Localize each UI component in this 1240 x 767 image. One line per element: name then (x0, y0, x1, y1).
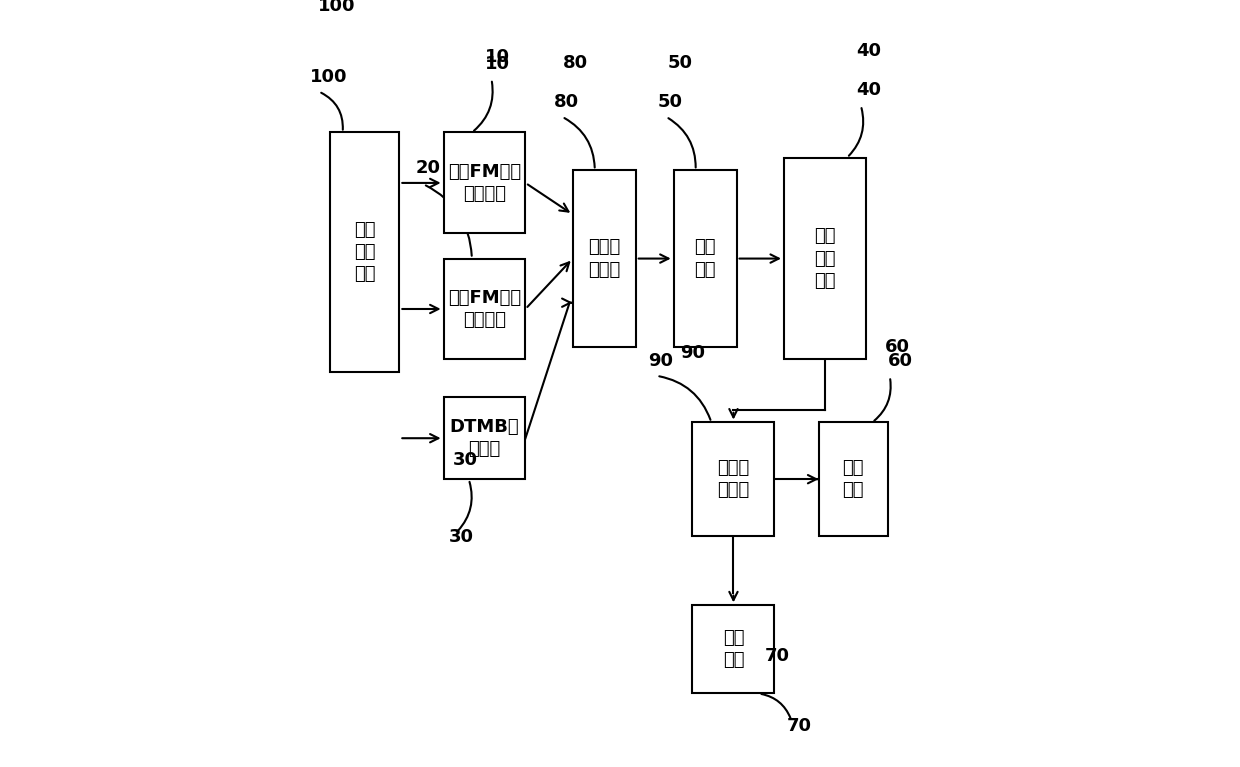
FancyBboxPatch shape (444, 133, 526, 233)
Text: 前端
接收
系统: 前端 接收 系统 (353, 221, 376, 284)
Text: 100: 100 (317, 0, 355, 15)
Text: 70: 70 (787, 717, 812, 736)
FancyBboxPatch shape (444, 397, 526, 479)
Text: 60: 60 (888, 352, 913, 370)
FancyBboxPatch shape (784, 158, 866, 360)
Text: DTMB接
收模块: DTMB接 收模块 (450, 418, 520, 459)
Text: 80: 80 (563, 54, 589, 72)
Text: 显示
模块: 显示 模块 (842, 459, 864, 499)
FancyBboxPatch shape (444, 258, 526, 360)
Text: 90: 90 (649, 352, 673, 370)
FancyBboxPatch shape (573, 170, 636, 347)
Text: 40: 40 (857, 41, 882, 60)
Text: 100: 100 (310, 68, 347, 86)
Text: 40: 40 (857, 81, 882, 99)
Text: 70: 70 (765, 647, 790, 665)
Text: 音频
模块: 音频 模块 (723, 629, 744, 670)
Text: 10: 10 (485, 48, 510, 66)
Text: 30: 30 (449, 528, 474, 546)
FancyBboxPatch shape (692, 605, 775, 693)
Text: 第一FM高频
接收模块: 第一FM高频 接收模块 (448, 163, 521, 203)
Text: 20: 20 (415, 160, 440, 177)
Text: 50: 50 (658, 94, 683, 111)
Text: 10: 10 (485, 55, 510, 74)
Text: 升压变
压模块: 升压变 压模块 (717, 459, 750, 499)
Text: 数字
功放
模块: 数字 功放 模块 (815, 227, 836, 290)
Text: 90: 90 (680, 344, 706, 362)
Text: 80: 80 (554, 94, 579, 111)
Text: 第二FM高频
接收模块: 第二FM高频 接收模块 (448, 289, 521, 329)
Text: 语音输
入模块: 语音输 入模块 (588, 239, 620, 278)
FancyBboxPatch shape (330, 133, 399, 372)
Text: 30: 30 (453, 451, 479, 469)
FancyBboxPatch shape (673, 170, 737, 347)
FancyBboxPatch shape (692, 423, 775, 536)
Text: 混音
模块: 混音 模块 (694, 239, 715, 278)
Text: 50: 50 (667, 54, 692, 72)
FancyBboxPatch shape (818, 423, 888, 536)
Text: 60: 60 (885, 337, 910, 356)
